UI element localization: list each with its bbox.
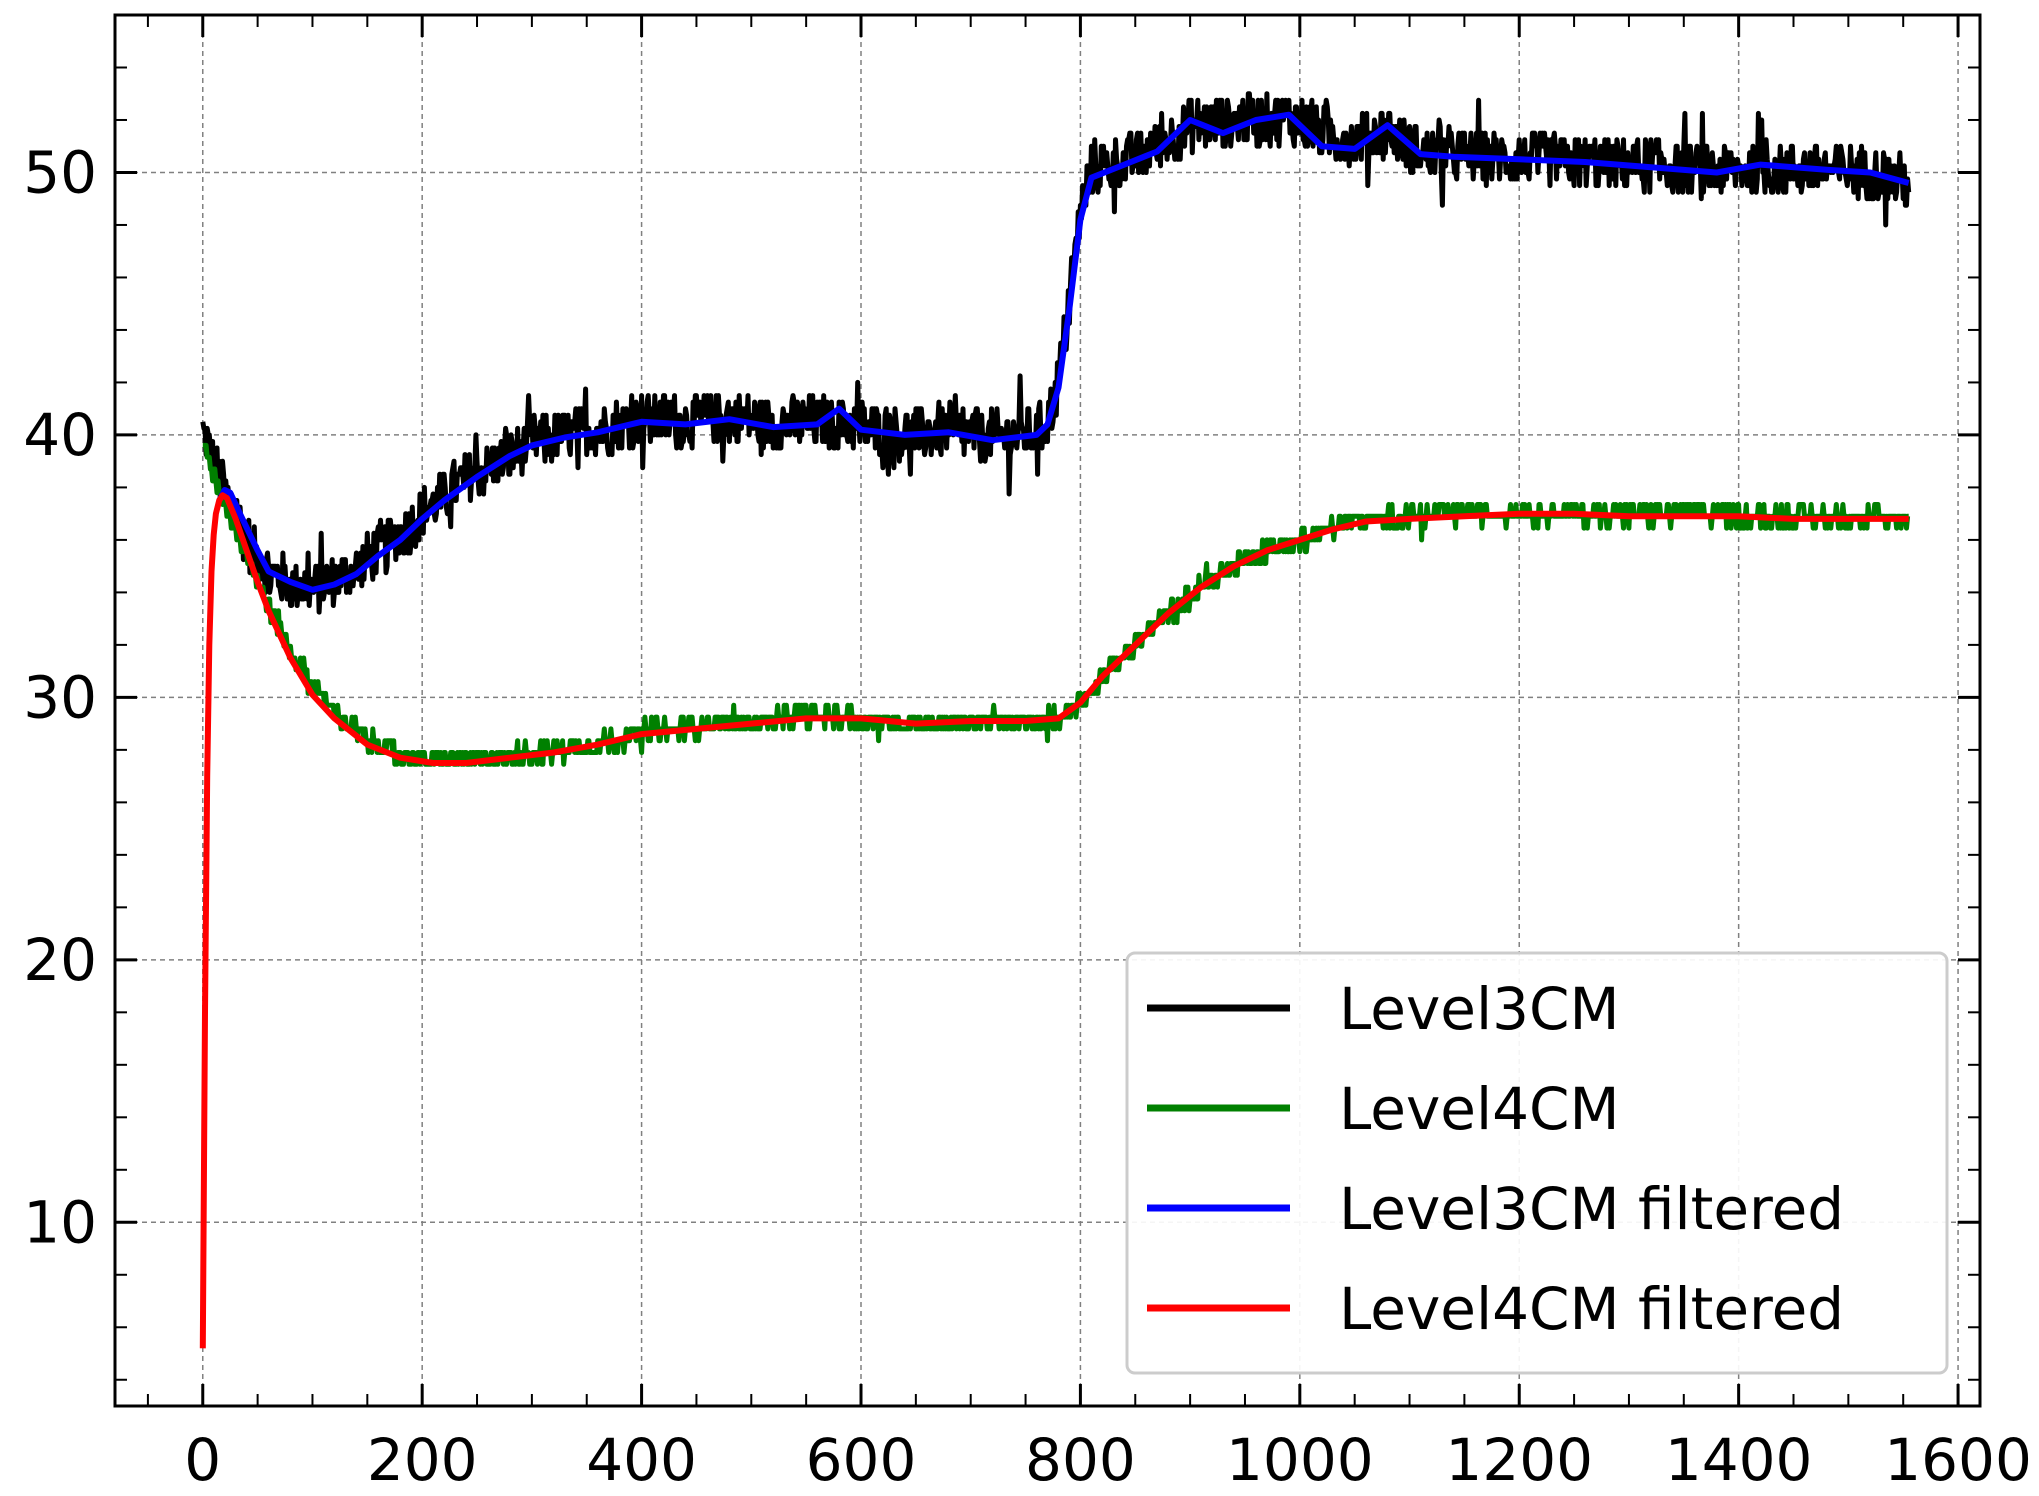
x-tick-label: 600 [806,1426,917,1494]
series-line-2 [201,442,1911,767]
x-tick-label: 400 [586,1426,697,1494]
plot-frame [113,13,1982,1408]
axis-ticks [115,14,1980,1406]
legend-label: Level3CM [1339,975,1620,1043]
grid-lines [115,15,1980,1406]
x-tick-label: 800 [1025,1426,1136,1494]
x-tick-label: 1200 [1445,1426,1593,1494]
x-tick-label: 1400 [1665,1426,1813,1494]
legend: Level3CM Level4CM Level3CM filtered Level4C… [1125,951,1949,1375]
legend-label: Level3CM filtered [1339,1175,1844,1243]
series-line-4 [199,492,1909,1349]
y-tick-label: 40 [23,401,97,469]
y-tick-labels: 10 20 30 40 50 [23,138,97,1256]
legend-label: Level4CM [1339,1075,1620,1143]
y-tick-label: 50 [23,138,97,206]
x-tick-label: 1600 [1884,1426,2032,1494]
legend-box [1125,951,1949,1375]
series-line-3 [216,111,1910,593]
x-tick-label: 0 [184,1426,221,1494]
x-tick-labels: 0 200 400 600 800 1000 1200 1400 1600 [184,1426,2032,1494]
y-tick-label: 10 [23,1188,97,1256]
x-tick-label: 1000 [1226,1426,1374,1494]
x-tick-label: 200 [367,1426,478,1494]
legend-label: Level4CM filtered [1339,1275,1844,1343]
data-series [199,91,1912,1349]
y-tick-label: 30 [23,663,97,731]
y-tick-label: 20 [23,926,97,994]
